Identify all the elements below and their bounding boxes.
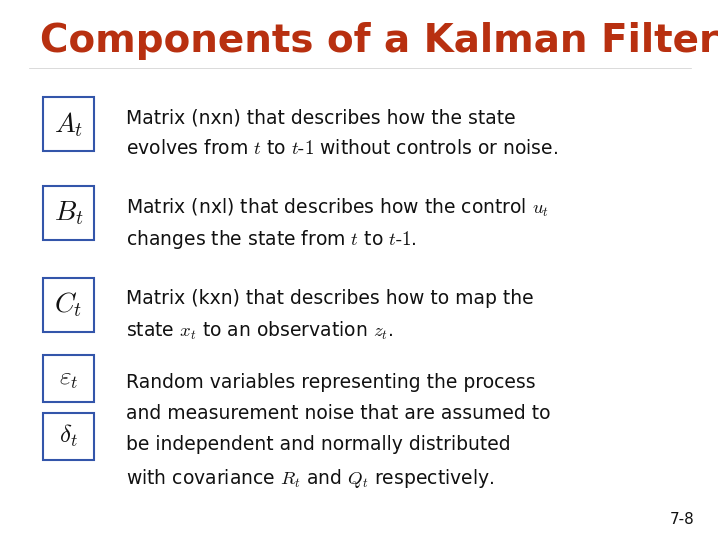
Text: $\delta_t$: $\delta_t$ [59,423,78,449]
FancyBboxPatch shape [43,97,94,151]
Text: $B_t$: $B_t$ [54,199,83,227]
Text: with covariance $R_t$ and $Q_t$ respectively.: with covariance $R_t$ and $Q_t$ respecti… [126,467,495,490]
Text: Components of a Kalman Filter: Components of a Kalman Filter [40,22,718,59]
Text: state $x_t$ to an observation $z_t$.: state $x_t$ to an observation $z_t$. [126,320,394,342]
Text: $A_t$: $A_t$ [54,110,83,139]
FancyBboxPatch shape [43,278,94,332]
Text: Matrix (kxn) that describes how to map the: Matrix (kxn) that describes how to map t… [126,289,534,308]
Text: be independent and normally distributed: be independent and normally distributed [126,435,510,454]
Text: 7-8: 7-8 [670,511,695,526]
FancyBboxPatch shape [43,355,94,402]
Text: changes the state from $t$ to $t\text{-}1$.: changes the state from $t$ to $t\text{-}… [126,228,417,252]
Text: Matrix (nxn) that describes how the state: Matrix (nxn) that describes how the stat… [126,108,516,127]
Text: $C_t$: $C_t$ [54,291,83,320]
Text: and measurement noise that are assumed to: and measurement noise that are assumed t… [126,404,551,423]
Text: Random variables representing the process: Random variables representing the proces… [126,373,536,392]
Text: Matrix (nxl) that describes how the control $u_t$: Matrix (nxl) that describes how the cont… [126,197,549,219]
FancyBboxPatch shape [43,186,94,240]
Text: evolves from $t$ to $t\text{-}1$ without controls or noise.: evolves from $t$ to $t\text{-}1$ without… [126,139,558,158]
Text: $\varepsilon_t$: $\varepsilon_t$ [59,367,78,390]
FancyBboxPatch shape [43,413,94,460]
